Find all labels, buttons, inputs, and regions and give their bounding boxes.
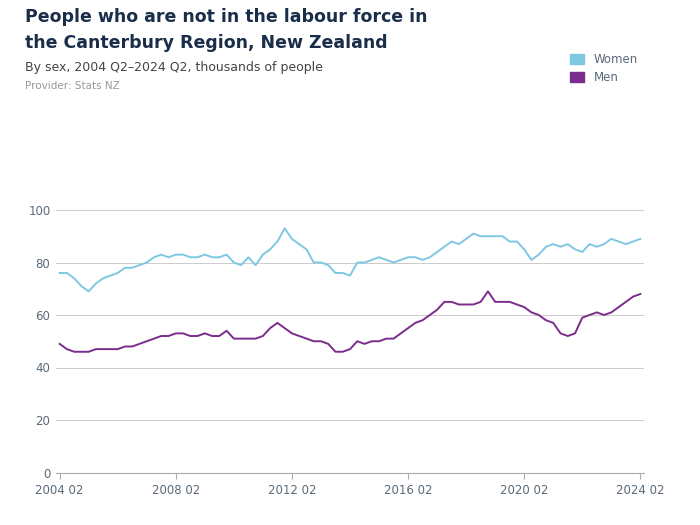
Text: By sex, 2004 Q2–2024 Q2, thousands of people: By sex, 2004 Q2–2024 Q2, thousands of pe… [25,61,323,75]
Text: figure.nz: figure.nz [592,12,665,27]
Text: People who are not in the labour force in: People who are not in the labour force i… [25,8,427,26]
Text: Provider: Stats NZ: Provider: Stats NZ [25,81,119,91]
Legend: Women, Men: Women, Men [570,53,638,84]
Text: the Canterbury Region, New Zealand: the Canterbury Region, New Zealand [25,34,387,52]
